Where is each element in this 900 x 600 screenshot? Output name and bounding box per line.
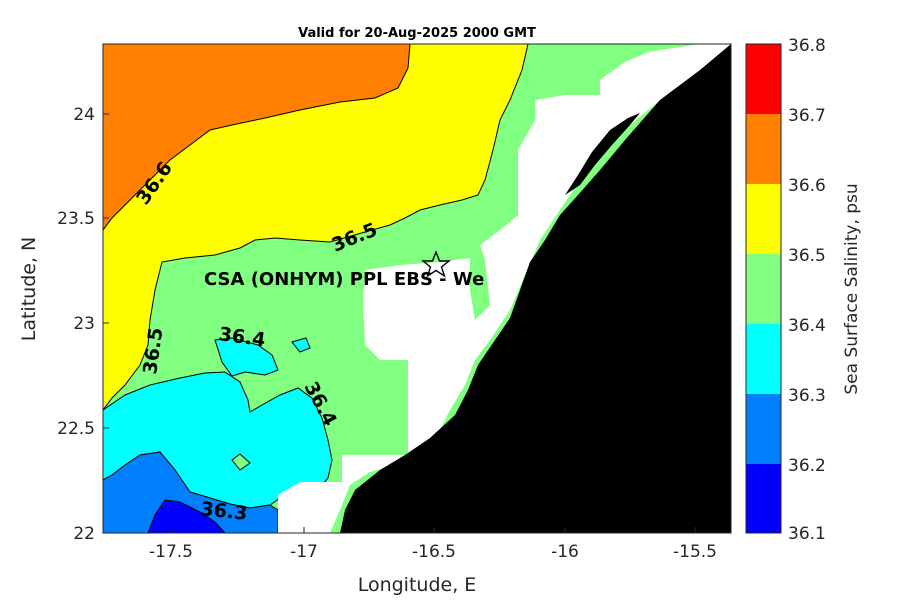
- land-peninsula: [565, 113, 640, 195]
- salinity-patch-36.4-36.5: [231, 453, 251, 471]
- colorbar-tick-label: 36.1: [788, 524, 826, 544]
- salinity-band-36.1-36.2: [147, 499, 226, 533]
- colorbar-tick-label: 36.6: [788, 176, 826, 196]
- colorbar: 36.8 36.7 36.6 36.5 36.4 36.3 36.2 36.1 …: [745, 36, 862, 544]
- plot-frame: [102, 43, 732, 534]
- x-tick-label: -16.5: [412, 542, 456, 562]
- colorbar-label: Sea Surface Salinity, psu: [842, 183, 862, 394]
- x-tick-label: -17.5: [149, 542, 193, 562]
- salinity-band-36.5-36.6: [103, 44, 529, 411]
- y-tick-label: 22: [73, 524, 95, 544]
- colorbar-swatch: [746, 254, 781, 324]
- no-data-region-coastal: [278, 44, 731, 533]
- colorbar-swatch: [746, 44, 781, 114]
- map-title: Valid for 20-Aug-2025 2000 GMT: [298, 26, 536, 41]
- land-mass: [340, 44, 731, 533]
- colorbar-swatch: [746, 114, 781, 184]
- x-axis-label: Longitude, E: [358, 574, 477, 596]
- y-tick-label: 22.5: [57, 419, 95, 439]
- y-tick-label: 23.5: [57, 209, 95, 229]
- colorbar-tick-label: 36.7: [788, 106, 826, 126]
- colorbar-frame: [745, 43, 782, 534]
- x-axis: -17.5 -17 -16.5 -16 -15.5 Longitude, E: [149, 527, 717, 596]
- contour-label: 36.3: [199, 498, 248, 525]
- colorbar-tick-label: 36.3: [788, 386, 826, 406]
- x-tick-label: -16: [551, 542, 579, 562]
- y-tick-label: 23: [73, 314, 95, 334]
- y-axis-label: Latitude, N: [18, 237, 40, 342]
- station-star-icon: [421, 250, 451, 278]
- x-tick-label: -17: [290, 542, 318, 562]
- x-tick-label: -15.5: [673, 542, 717, 562]
- colorbar-swatch: [746, 324, 781, 394]
- y-axis: 24 23.5 23 22.5 22 Latitude, N: [18, 105, 109, 544]
- y-tick-label: 24: [73, 105, 95, 125]
- colorbar-tick-label: 36.8: [788, 36, 826, 56]
- colorbar-swatch: [746, 184, 781, 254]
- colorbar-tick-label: 36.2: [788, 456, 826, 476]
- map-plot-area: CSA (ONHYM) PPL EBS - We 36.6 36.5 36.5 …: [103, 44, 731, 533]
- salinity-band-36.6-36.7: [103, 44, 411, 231]
- colorbar-tick-label: 36.4: [788, 316, 826, 336]
- station-label: CSA (ONHYM) PPL EBS - We: [204, 269, 484, 290]
- colorbar-swatch: [746, 394, 781, 464]
- colorbar-swatch: [746, 464, 781, 533]
- colorbar-tick-label: 36.5: [788, 246, 826, 266]
- salinity-patch-36.3-36.4: [214, 337, 279, 377]
- salinity-patch-small-1: [291, 337, 311, 353]
- no-data-island: [600, 60, 660, 95]
